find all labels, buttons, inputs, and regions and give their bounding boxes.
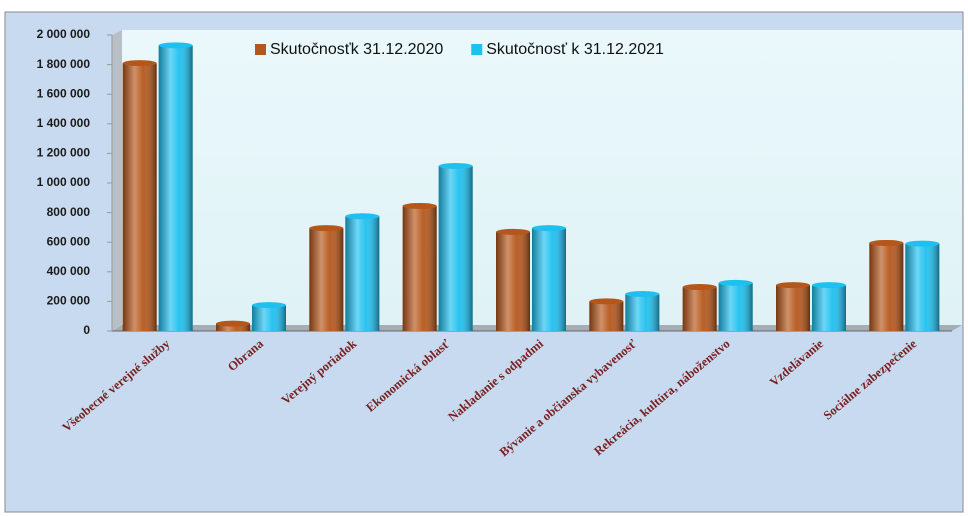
bar-cap xyxy=(869,239,904,246)
legend-swatch xyxy=(471,44,483,55)
bar-cap xyxy=(122,60,157,67)
y-tick-label: 400 000 xyxy=(47,264,91,278)
bar-cap xyxy=(496,228,530,235)
y-tick-label: 1 000 000 xyxy=(37,175,91,189)
bar-shade xyxy=(589,301,624,331)
bar-cap xyxy=(345,213,380,220)
bar-shade xyxy=(438,165,473,331)
y-tick-label: 200 000 xyxy=(47,294,91,308)
bar-shade xyxy=(158,45,193,332)
legend-label: Skutočnosť k 31.12.2021 xyxy=(486,41,664,58)
bar-cap xyxy=(905,240,940,247)
y-tick-label: 600 000 xyxy=(47,234,91,248)
y-tick-label: 1 400 000 xyxy=(37,116,91,130)
y-tick-label: 1 200 000 xyxy=(37,146,91,160)
bar-cap xyxy=(402,202,437,209)
bar-shade xyxy=(869,242,904,331)
bar-shade xyxy=(216,323,250,331)
bar-cap xyxy=(158,42,193,49)
bar-shade xyxy=(776,285,810,331)
bar-cap xyxy=(438,162,473,169)
bar-cap xyxy=(776,282,810,289)
bar-shade xyxy=(122,63,157,332)
bar-cap xyxy=(252,302,286,309)
legend-swatch xyxy=(255,44,266,55)
legend-label: Skutočnosťk 31.12.2020 xyxy=(270,41,443,58)
bar-shade xyxy=(718,282,753,331)
bar-cap xyxy=(532,225,566,232)
bar-shade xyxy=(309,228,344,331)
y-tick-label: 1 800 000 xyxy=(37,57,91,71)
bar-cap xyxy=(718,279,753,286)
bar-cap xyxy=(812,282,846,289)
y-tick-label: 2 000 000 xyxy=(37,27,91,41)
bar-cap xyxy=(309,225,344,232)
bar-shade xyxy=(682,287,717,331)
y-tick-label: 0 xyxy=(83,323,90,337)
bar-cap xyxy=(589,298,624,305)
bar-shade xyxy=(532,228,566,331)
bar-cap xyxy=(682,284,717,291)
bar-shade xyxy=(905,243,940,331)
bar-shade xyxy=(402,205,437,331)
y-tick-label: 1 600 000 xyxy=(37,86,91,100)
bar-shade xyxy=(252,305,286,331)
bar-shade xyxy=(812,285,846,331)
y-tick-label: 800 000 xyxy=(47,205,91,219)
bar-cap xyxy=(216,320,250,327)
bar-cap xyxy=(625,291,660,297)
bar-shade xyxy=(496,231,530,331)
bar-shade xyxy=(345,216,380,331)
bar-shade xyxy=(625,294,660,331)
side-wall xyxy=(112,30,122,331)
